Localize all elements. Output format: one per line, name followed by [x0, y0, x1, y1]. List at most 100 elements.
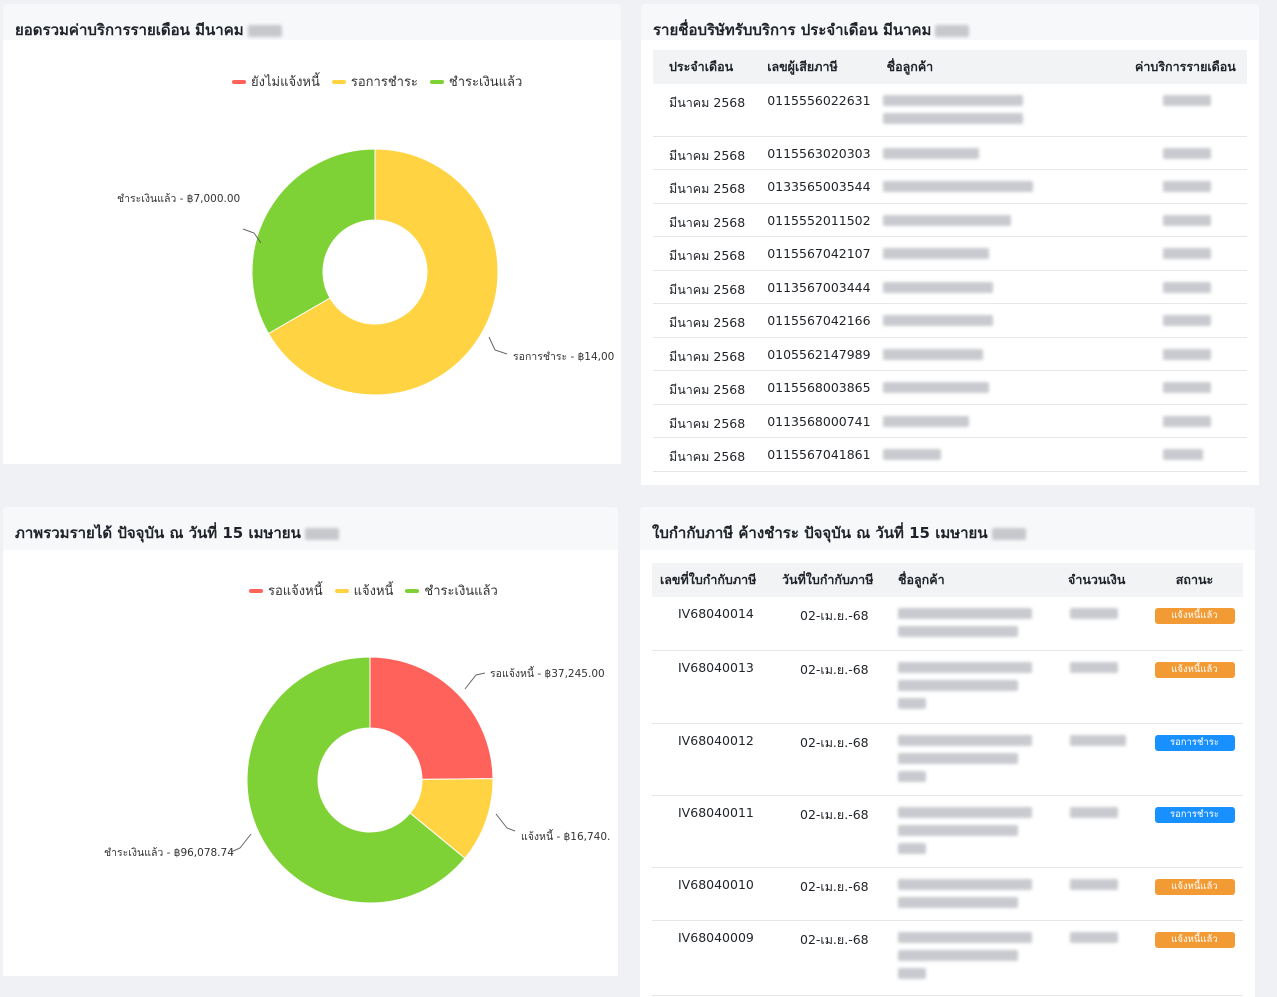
cell-tax-id: 0113568000741 — [753, 404, 879, 438]
label-leader-line — [230, 833, 252, 853]
cell-customer-name: บริษัท ตัวอย่าง จำกัด — [878, 136, 1127, 170]
cell-tax-id: 0115567042166 — [753, 303, 879, 338]
cell-month: มีนาคม 2568 — [653, 303, 754, 338]
donut-slice-ชำระเงินแล้ว[interactable] — [246, 656, 466, 904]
redacted-year: 2568 — [935, 24, 970, 37]
chart-legend: ยังไม่แจ้งหนี้ รอการชำระ ชำระเงินแล้ว — [232, 71, 522, 92]
legend-item-paid[interactable]: ชำระเงินแล้ว — [429, 71, 522, 92]
donut-chart — [242, 148, 508, 396]
cell-status: แจ้งหนี้แล้ว — [1146, 867, 1243, 921]
status-badge: แจ้งหนี้แล้ว — [1154, 878, 1235, 895]
table-row[interactable]: มีนาคม 25680133565003544บริษัท ตัวอย่าง … — [653, 169, 1247, 204]
cell-tax-id: 0105562147989 — [753, 337, 879, 371]
cell-customer-name: บริษัท ตัวอย่าง จำกัด — [878, 236, 1127, 271]
donut-slice-ชำระเงินแล้ว[interactable] — [251, 148, 376, 335]
cell-invoice-no: IV68040013 — [652, 650, 770, 724]
cell-tax-id: 0115552011502 — [753, 203, 879, 237]
cell-invoice-no: IV68040010 — [652, 867, 770, 921]
table-row[interactable]: มีนาคม 25680115568003865บริษัท ตัวอย่าง … — [653, 370, 1247, 405]
donut-slice-รอการชำระ[interactable] — [267, 148, 499, 396]
chart-legend: รอแจ้งหนี้ แจ้งหนี้ ชำระเงินแล้ว — [249, 580, 498, 601]
cell-monthly-fee: 1,000.00 — [1127, 136, 1247, 170]
cell-customer-name: บริษัท ตัวอย่าง จำกัด — [890, 795, 1060, 868]
cell-amount: 1,000.00 — [1060, 597, 1146, 651]
cell-customer-name: บริษัท ตัวอย่าง จำกัด — [878, 337, 1127, 371]
table-row[interactable]: มีนาคม 25680115567041861บริษัท500.00 — [653, 437, 1247, 472]
label-paid: ชำระเงินแล้ว - ฿7,000.00 — [117, 193, 241, 205]
cell-tax-id: 0133565003544 — [753, 169, 879, 204]
cell-tax-id: 0115567041861 — [753, 437, 879, 472]
cell-invoice-date: 02-เม.ย.-68 — [770, 597, 890, 651]
legend-item-pending[interactable]: รอการชำระ — [331, 71, 418, 92]
label-leader-line — [488, 336, 508, 355]
col-invoice-no[interactable]: เลขที่ใบกำกับภาษี — [652, 563, 770, 597]
cell-customer-name: บริษัท ตัวอย่าง จำกัด — [890, 723, 1060, 796]
donut-slice-รอแจ้งหนี้[interactable] — [369, 656, 494, 780]
col-status[interactable]: สถานะ — [1146, 563, 1243, 597]
outstanding-invoices-panel: ใบกำกับภาษี ค้างชำระ ปัจจุบัน ณ วันที่ 1… — [640, 507, 1255, 997]
cell-customer-name: บริษัท ตัวอย่าง จำกัด — [878, 203, 1127, 237]
col-invoice-date[interactable]: วันที่ใบกำกับภาษี — [770, 563, 890, 597]
cell-invoice-date: 02-เม.ย.-68 — [770, 723, 890, 796]
panel-title: รายชื่อบริษัทรับบริการ ประจำเดือน มีนาคม… — [653, 18, 970, 42]
status-badge: รอการชำระ — [1154, 734, 1235, 751]
cell-month: มีนาคม 2568 — [653, 136, 754, 170]
table-row[interactable]: มีนาคม 25680115567042107บริษัท ตัวอย่าง … — [653, 236, 1247, 271]
table-row[interactable]: มีนาคม 25680115567042166บริษัท ตัวอย่าง … — [653, 303, 1247, 338]
legend-item-unbilled[interactable]: ยังไม่แจ้งหนี้ — [232, 71, 320, 92]
cell-month: มีนาคม 2568 — [653, 404, 754, 438]
cell-invoice-date: 02-เม.ย.-68 — [770, 867, 890, 921]
cell-customer-name: บริษัท ตัวอย่าง จำกัด — [878, 169, 1127, 204]
label-leader-line — [495, 813, 516, 832]
cell-customer-name: บริษัท ตัวอย่าง จำกัด — [890, 920, 1060, 996]
col-monthly-fee[interactable]: ค่าบริการรายเดือน — [1127, 50, 1247, 84]
table-card: เลขที่ใบกำกับภาษี วันที่ใบกำกับภาษี ชื่อ… — [640, 550, 1255, 997]
legend-item-billed[interactable]: แจ้งหนี้ — [334, 580, 393, 601]
table-row[interactable]: มีนาคม 25680113567003444บริษัท ตัวอย่าง … — [653, 270, 1247, 304]
revenue-overview-panel: ภาพรวมรายได้ ปัจจุบัน ณ วันที่ 15 เมษายน… — [3, 507, 618, 976]
cell-customer-name: บริษัท ตัวอย่าง จำกัด — [890, 867, 1060, 921]
legend-item-awaiting-bill[interactable]: รอแจ้งหนี้ — [249, 580, 323, 601]
cell-status: รอการชำระ — [1146, 795, 1243, 868]
cell-customer-name: บริษัท ตัวอย่าง จำกัด — [890, 650, 1060, 724]
table-row[interactable]: มีนาคม 25680105562147989บริษัท ตัวอย่าง … — [653, 337, 1247, 371]
redacted-year: 2568 — [991, 527, 1026, 540]
col-month[interactable]: ประจำเดือน — [653, 50, 754, 84]
cell-invoice-no: IV68040011 — [652, 795, 770, 868]
cell-tax-id: 0115568003865 — [753, 370, 879, 405]
legend-item-paid[interactable]: ชำระเงินแล้ว — [405, 580, 498, 601]
cell-customer-name: บริษัท ตัวอย่าง จำกัด — [878, 84, 1127, 137]
table-row[interactable]: มีนาคม 25680115563020303บริษัท ตัวอย่าง … — [653, 136, 1247, 170]
cell-amount: 1,000.00 — [1060, 650, 1146, 724]
label-leader-line — [464, 672, 486, 690]
table-row[interactable]: มีนาคม 25680115552011502บริษัท ตัวอย่าง … — [653, 203, 1247, 237]
label-billed: แจ้งหนี้ - ฿16,740. — [521, 831, 611, 843]
col-amount[interactable]: จำนวนเงิน — [1060, 563, 1146, 597]
col-tax-id[interactable]: เลขผู้เสียภาษี — [753, 50, 879, 84]
cell-status: แจ้งหนี้แล้ว — [1146, 597, 1243, 651]
col-customer-name[interactable]: ชื่อลูกค้า — [890, 563, 1060, 597]
cell-amount: 1,000.00 — [1060, 795, 1146, 868]
donut-chart — [230, 656, 516, 904]
cell-customer-name: บริษัท — [878, 437, 1127, 472]
cell-tax-id: 0113567003444 — [753, 270, 879, 304]
cell-customer-name: บริษัท ตัวอย่าง จำกัด — [890, 597, 1060, 651]
cell-month: มีนาคม 2568 — [653, 84, 754, 137]
status-badge: แจ้งหนี้แล้ว — [1154, 661, 1235, 678]
cell-customer-name: บริษัท ตัวอย่าง จำกัด — [878, 270, 1127, 304]
cell-tax-id: 0115556022631 — [753, 84, 879, 137]
label-pending: รอการชำระ - ฿14,00 — [513, 351, 615, 363]
table-row[interactable]: มีนาคม 25680113568000741บริษัท ตัวอย่าง1… — [653, 404, 1247, 438]
cell-status: แจ้งหนี้แล้ว — [1146, 920, 1243, 996]
col-customer-name[interactable]: ชื่อลูกค้า — [878, 50, 1127, 84]
table-row[interactable]: มีนาคม 25680115556022631บริษัท ตัวอย่าง … — [653, 84, 1247, 137]
cell-invoice-no: IV68040012 — [652, 723, 770, 796]
